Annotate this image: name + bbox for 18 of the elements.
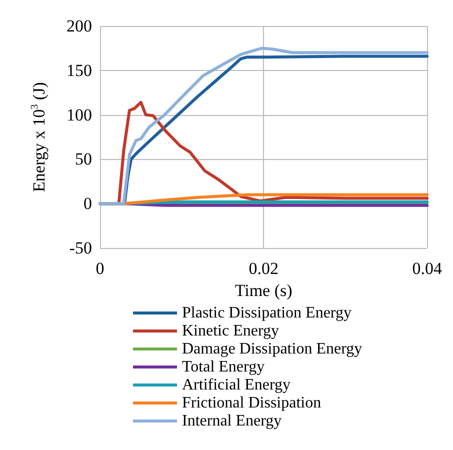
x-axis-title: Time (s) (234, 280, 292, 300)
y-tick-label: 150 (66, 60, 92, 80)
x-tick-label: 0.04 (412, 259, 442, 278)
y-tick-label: 0 (84, 194, 92, 214)
y-tick-label: -50 (69, 238, 92, 258)
y-tick-label: 200 (66, 16, 92, 36)
legend-label: Frictional Dissipation (182, 394, 322, 412)
x-tick-label: 0 (96, 259, 104, 278)
x-tick-label: 0.02 (248, 259, 278, 278)
legend-label: Kinetic Energy (182, 322, 280, 340)
y-tick-label: 50 (75, 150, 92, 169)
legend-label: Plastic Dissipation Energy (182, 304, 352, 322)
legend-label: Damage Dissipation Energy (182, 340, 362, 358)
y-axis-title: Energy x 103 (J) (30, 82, 48, 192)
legend-label: Internal Energy (182, 412, 282, 430)
legend-label: Total Energy (182, 358, 265, 376)
legend-label: Artificial Energy (182, 376, 291, 394)
y-tick-label: 100 (66, 105, 92, 124)
